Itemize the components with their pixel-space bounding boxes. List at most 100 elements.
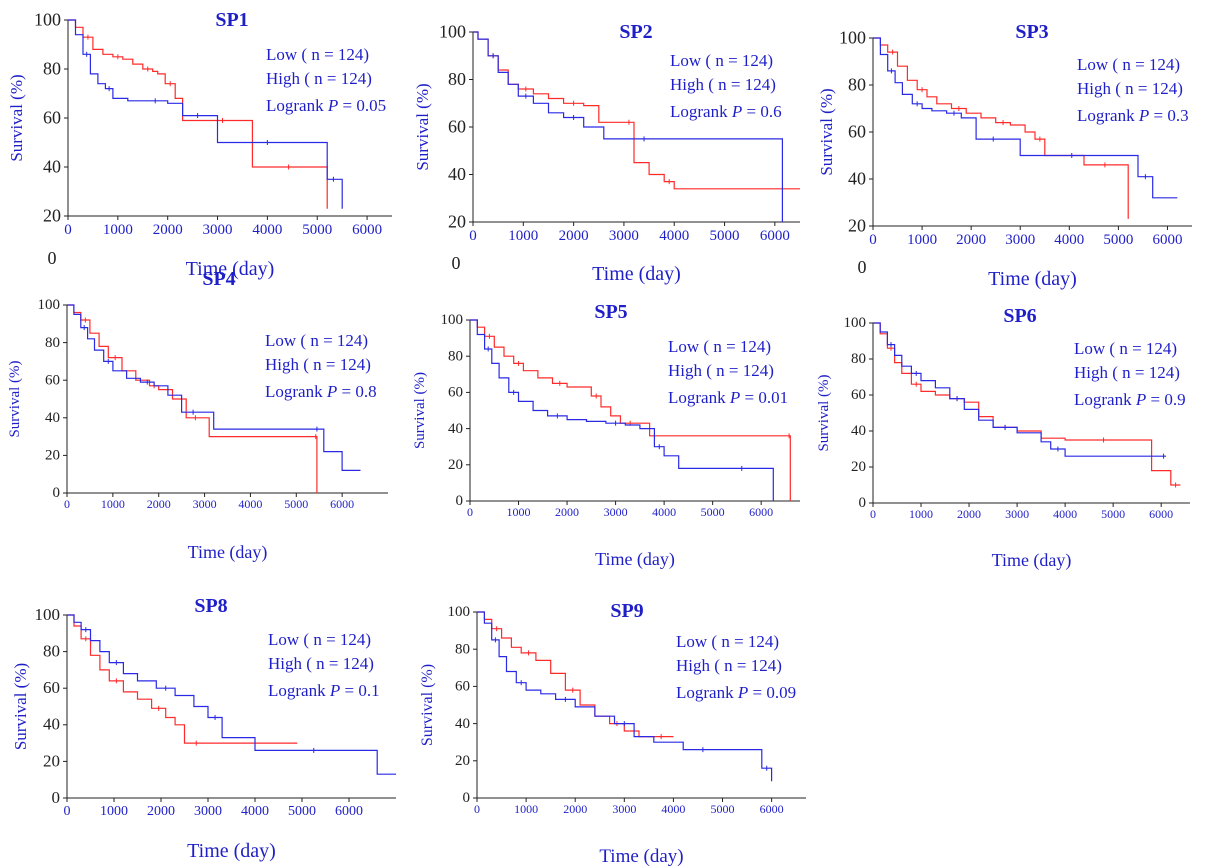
y-tick-label: 40 xyxy=(848,168,866,188)
y-tick-label: 60 xyxy=(448,385,463,401)
x-tick-label: 6000 xyxy=(1149,507,1173,521)
x-tick-label: 2000 xyxy=(555,505,579,519)
x-axis-label: Time (day) xyxy=(188,542,268,563)
x-tick-label: 4000 xyxy=(238,497,262,511)
y-tick-label: 80 xyxy=(851,351,866,367)
chart-title: SP8 xyxy=(194,595,227,617)
y-tick-label: 80 xyxy=(455,641,470,657)
y-tick-label: 60 xyxy=(848,121,866,141)
y-tick-label: 80 xyxy=(448,348,463,364)
y-tick-label: 80 xyxy=(848,74,866,94)
x-tick-label: 5000 xyxy=(710,228,740,244)
survival-chart-sp6: 0 1000 2000 3000 4000 5000 6000 0 20 40 60 80 100 SP6… xyxy=(816,305,1190,571)
x-tick-label: 3000 xyxy=(609,228,639,244)
x-tick-label: 5000 xyxy=(284,497,308,511)
y-tick-label: 40 xyxy=(448,164,466,184)
y-tick-label: 20 xyxy=(455,753,470,769)
x-tick-label: 5000 xyxy=(711,802,735,816)
series-line-high xyxy=(873,37,1178,199)
y-tick-label: 60 xyxy=(43,107,61,127)
legend-low: Low ( n = 124) xyxy=(265,331,368,350)
y-tick-label: 20 xyxy=(848,215,866,235)
x-tick-label: 3000 xyxy=(193,497,217,511)
y-axis-label: Survival (%) xyxy=(817,88,836,175)
legend-low: Low ( n = 124) xyxy=(670,51,773,70)
y-axis-label: Survival (%) xyxy=(412,372,428,449)
y-tick-label: 20 xyxy=(43,751,60,770)
x-tick-label: 3000 xyxy=(194,804,222,819)
series-line-low xyxy=(67,304,318,493)
stray-zero-label: 0 xyxy=(858,257,867,277)
y-tick-label: 60 xyxy=(455,679,470,695)
survival-chart-sp9: 0 1000 2000 3000 4000 5000 6000 0 20 40 60 80 100 SP9… xyxy=(419,600,806,866)
y-tick-label: 100 xyxy=(439,21,466,41)
x-tick-label: 1000 xyxy=(907,232,937,248)
x-tick-label: 3000 xyxy=(612,802,636,816)
y-tick-label: 40 xyxy=(455,716,470,732)
x-tick-label: 1000 xyxy=(100,804,128,819)
x-tick-label: 1000 xyxy=(514,802,538,816)
x-tick-label: 6000 xyxy=(352,222,382,238)
x-tick-label: 0 xyxy=(64,804,71,819)
y-axis-label: Survival (%) xyxy=(816,374,832,451)
survival-chart-sp8: 0 1000 2000 3000 4000 5000 6000 0 20 40 60 80 100 SP8… xyxy=(11,595,396,862)
y-tick-label: 20 xyxy=(45,448,60,464)
x-tick-label: 1000 xyxy=(101,497,125,511)
x-tick-label: 2000 xyxy=(147,497,171,511)
legend-low: Low ( n = 124) xyxy=(266,45,369,64)
y-tick-label: 100 xyxy=(844,315,867,331)
x-tick-label: 0 xyxy=(870,507,876,521)
logrank-p-value: Logrank P = 0.3 xyxy=(1077,106,1189,125)
x-tick-label: 6000 xyxy=(330,497,354,511)
x-axis-label: Time (day) xyxy=(592,263,681,285)
x-tick-label: 0 xyxy=(869,232,877,248)
series-line-high xyxy=(473,31,783,222)
legend-low: Low ( n = 124) xyxy=(268,630,371,649)
x-tick-label: 4000 xyxy=(659,228,689,244)
y-tick-label: 100 xyxy=(35,605,61,624)
x-tick-label: 3000 xyxy=(1005,507,1029,521)
y-tick-label: 0 xyxy=(859,495,867,511)
logrank-p-value: Logrank P = 0.1 xyxy=(268,681,380,700)
y-axis-label: Survival (%) xyxy=(11,663,30,750)
x-tick-label: 5000 xyxy=(302,222,332,238)
x-axis-label: Time (day) xyxy=(595,549,675,570)
y-tick-label: 60 xyxy=(45,372,60,388)
series-line-high xyxy=(470,319,774,501)
series-line-high xyxy=(67,304,361,471)
y-tick-label: 80 xyxy=(448,69,466,89)
x-tick-label: 2000 xyxy=(147,804,175,819)
x-tick-label: 4000 xyxy=(1054,232,1084,248)
x-tick-label: 3000 xyxy=(203,222,233,238)
y-axis-label: Survival (%) xyxy=(7,360,23,437)
x-axis-label: Time (day) xyxy=(186,258,275,280)
chart-title: SP6 xyxy=(1003,305,1036,327)
x-tick-label: 4000 xyxy=(1053,507,1077,521)
legend-low: Low ( n = 124) xyxy=(676,632,779,651)
y-tick-label: 20 xyxy=(448,211,466,231)
x-tick-label: 0 xyxy=(469,228,477,244)
y-tick-label: 100 xyxy=(448,604,471,620)
legend-high: High ( n = 124) xyxy=(676,656,782,675)
chart-title: SP2 xyxy=(619,21,652,43)
x-axis-label: Time (day) xyxy=(988,268,1077,290)
chart-title: SP1 xyxy=(215,9,248,31)
x-tick-label: 4000 xyxy=(652,505,676,519)
series-line-high xyxy=(477,611,773,782)
stray-zero-label: 0 xyxy=(48,248,57,268)
stray-zero-label: 0 xyxy=(452,253,461,273)
chart-title: SP3 xyxy=(1015,21,1048,43)
legend-high: High ( n = 124) xyxy=(670,75,776,94)
y-tick-label: 40 xyxy=(45,410,60,426)
chart-title: SP9 xyxy=(610,600,643,622)
series-line-low xyxy=(477,611,674,738)
x-tick-label: 5000 xyxy=(701,505,725,519)
x-tick-label: 6000 xyxy=(1152,232,1182,248)
series-line-low xyxy=(68,19,328,209)
y-axis-label: Survival (%) xyxy=(419,664,436,746)
x-tick-label: 2000 xyxy=(559,228,589,244)
survival-chart-sp5: 0 1000 2000 3000 4000 5000 6000 0 20 40 60 80 100 SP5… xyxy=(412,301,800,570)
y-tick-label: 0 xyxy=(463,790,471,806)
x-tick-label: 6000 xyxy=(749,505,773,519)
